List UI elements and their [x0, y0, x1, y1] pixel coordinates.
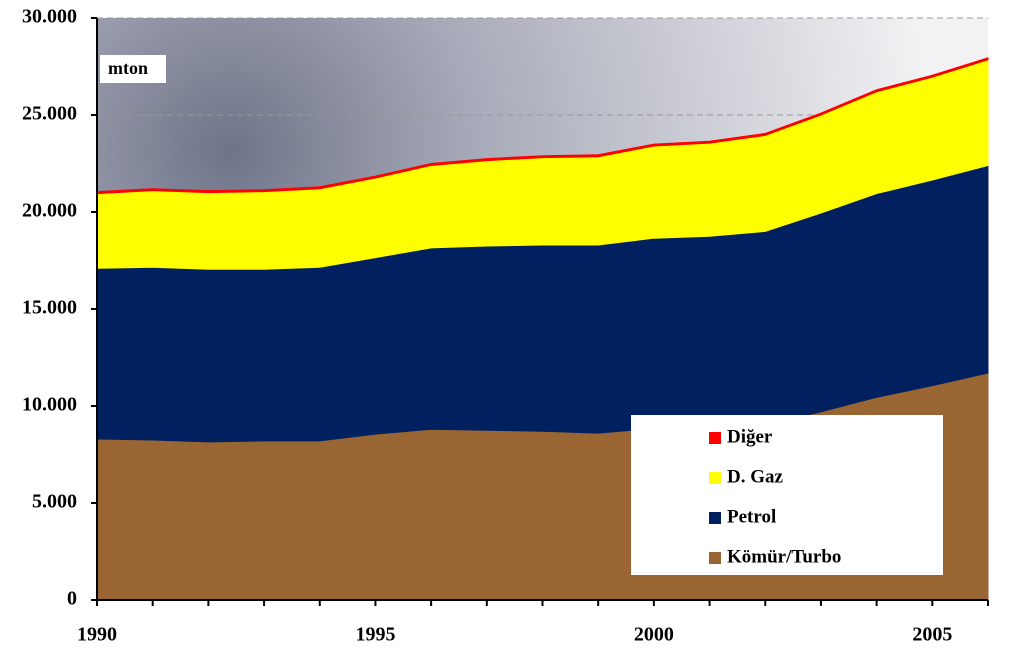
legend-swatch	[709, 472, 721, 484]
y-tick-label: 5.000	[32, 491, 77, 513]
legend-label: D. Gaz	[727, 466, 784, 487]
y-tick-label: 25.000	[22, 103, 77, 125]
legend-swatch	[709, 512, 721, 524]
y-tick-label: 30.000	[22, 6, 77, 28]
x-tick-label: 2005	[912, 624, 952, 646]
area	[96, 57, 989, 195]
x-tick-label: 2000	[634, 624, 674, 646]
y-tick-label: 0	[67, 588, 77, 610]
legend-label: Diğer	[727, 426, 773, 447]
legend-swatch	[709, 432, 721, 444]
legend-label: Kömür/Turbo	[727, 546, 841, 567]
annotation: mton	[108, 58, 148, 78]
legend-swatch	[709, 552, 721, 564]
x-tick-label: 1995	[355, 624, 395, 646]
legend-label: Petrol	[727, 506, 776, 527]
y-tick-label: 20.000	[22, 200, 77, 222]
annotation-box	[100, 55, 166, 83]
y-tick-label: 15.000	[22, 297, 77, 319]
y-tick-label: 10.000	[22, 394, 77, 416]
legend-box	[631, 415, 943, 575]
x-tick-label: 1990	[77, 624, 117, 646]
